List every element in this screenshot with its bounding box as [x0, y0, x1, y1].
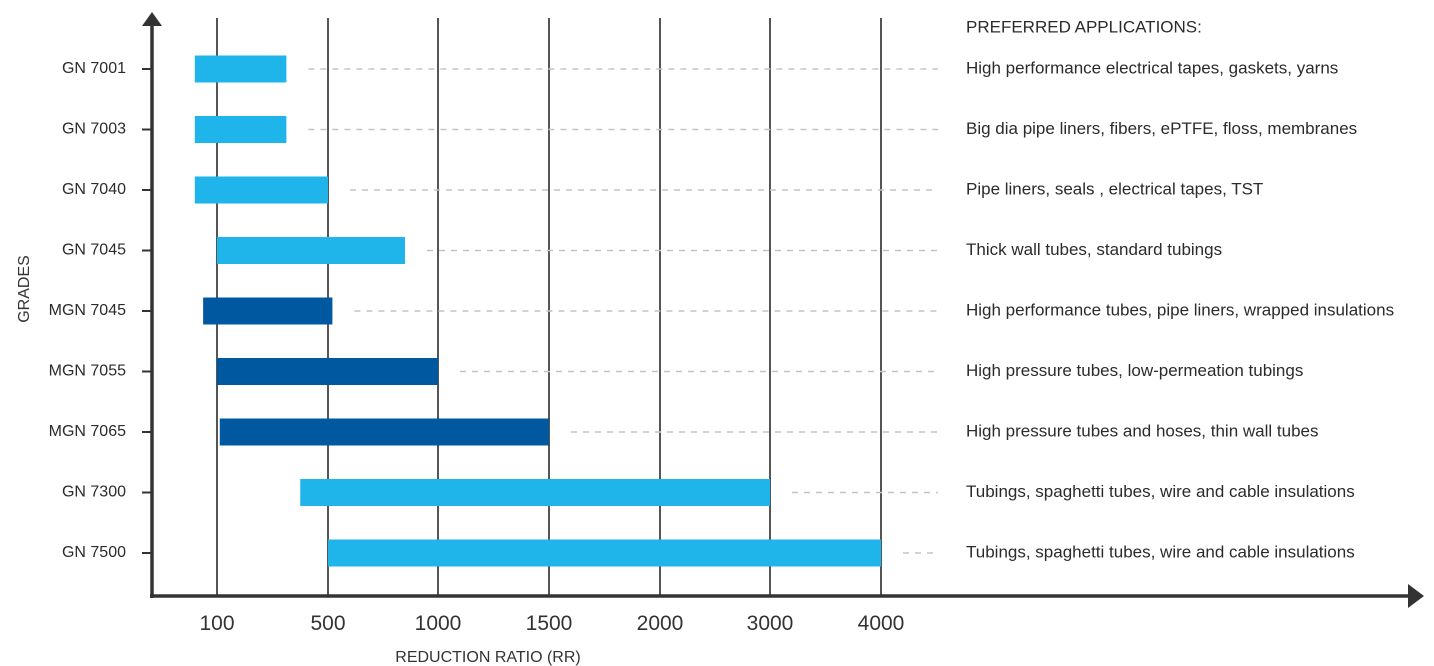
- applications-header: PREFERRED APPLICATIONS:: [966, 17, 1202, 36]
- bar-mgn-7065: [219, 418, 549, 446]
- grade-label-gn-7001: GN 7001: [62, 60, 126, 77]
- x-tick-label-4000: 4000: [858, 612, 905, 635]
- leader-lines: [308, 68, 938, 554]
- application-labels: High performance electrical tapes, gaske…: [966, 58, 1394, 561]
- y-axis-title: GRADES: [16, 255, 33, 323]
- bar-gn-7500: [328, 539, 881, 567]
- x-tick-labels: 100 500 1000 1500 2000 3000 4000: [199, 612, 904, 635]
- bars-layer: [194, 55, 881, 567]
- x-tick-label-100: 100: [199, 612, 234, 635]
- application-label-gn-7003: Big dia pipe liners, fibers, ePTFE, flos…: [966, 119, 1357, 138]
- grade-label-gn-7045: GN 7045: [62, 242, 126, 259]
- grade-label-mgn-7055: MGN 7055: [49, 363, 126, 380]
- application-label-mgn-7065: High pressure tubes and hoses, thin wall…: [966, 421, 1318, 440]
- axes-layer: [142, 12, 1424, 608]
- grade-label-mgn-7045: MGN 7045: [49, 302, 126, 319]
- x-tick-label-2000: 2000: [637, 612, 684, 635]
- grid-layer: [142, 18, 882, 596]
- bar-gn-7003: [194, 116, 287, 143]
- application-label-mgn-7045: High performance tubes, pipe liners, wra…: [966, 300, 1394, 319]
- bar-gn-7040: [194, 176, 328, 204]
- grade-label-gn-7300: GN 7300: [62, 484, 126, 501]
- application-label-gn-7045: Thick wall tubes, standard tubings: [966, 240, 1222, 259]
- x-axis-arrow: [1408, 584, 1424, 608]
- application-label-gn-7001: High performance electrical tapes, gaske…: [966, 58, 1338, 77]
- application-label-gn-7040: Pipe liners, seals , electrical tapes, T…: [966, 179, 1263, 198]
- x-tick-label-1500: 1500: [526, 612, 573, 635]
- bar-mgn-7055: [217, 358, 438, 385]
- x-tick-label-3000: 3000: [747, 612, 794, 635]
- application-label-mgn-7055: High pressure tubes, low-permeation tubi…: [966, 361, 1303, 380]
- x-axis-title: REDUCTION RATIO (RR): [395, 649, 580, 666]
- x-tick-label-1000: 1000: [415, 612, 462, 635]
- bar-gn-7045: [217, 237, 405, 264]
- application-label-gn-7500: Tubings, spaghetti tubes, wire and cable…: [966, 542, 1355, 561]
- grade-label-mgn-7065: MGN 7065: [49, 423, 126, 440]
- y-axis-arrow: [142, 12, 162, 26]
- bar-mgn-7045: [203, 297, 333, 325]
- grade-labels: GN 7001 GN 7003 GN 7040 GN 7045 MGN 7045 MGN …: [49, 60, 126, 561]
- bar-gn-7300: [300, 479, 770, 506]
- x-tick-label-500: 500: [310, 612, 345, 635]
- application-label-gn-7300: Tubings, spaghetti tubes, wire and cable…: [966, 482, 1355, 501]
- bar-gn-7001: [194, 55, 287, 83]
- grade-label-gn-7040: GN 7040: [62, 181, 126, 198]
- grade-label-gn-7003: GN 7003: [62, 121, 126, 138]
- grade-label-gn-7500: GN 7500: [62, 544, 126, 561]
